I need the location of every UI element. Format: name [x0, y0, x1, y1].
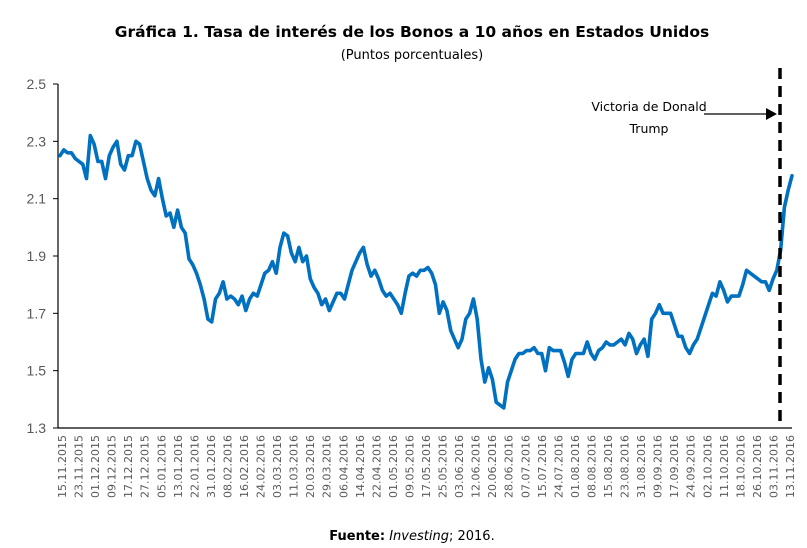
source-rest: ; 2016. — [449, 529, 495, 544]
x-tick-label: 03.06.2016 — [453, 435, 466, 498]
x-tick-label: 31.01.2016 — [205, 435, 218, 498]
chart-title: Gráfica 1. Tasa de interés de los Bonos … — [115, 23, 709, 41]
source-name: Investing — [389, 529, 449, 544]
plot-area — [58, 133, 794, 410]
x-tick-label: 16.02.2016 — [238, 435, 251, 498]
x-tick-label: 31.08.2016 — [635, 435, 648, 498]
x-tick-label: 22.04.2016 — [370, 435, 383, 498]
x-tick-label: 24.02.2016 — [255, 435, 268, 498]
x-tick-label: 15.07.2016 — [536, 435, 549, 498]
x-tick-label: 06.04.2016 — [337, 435, 350, 498]
x-tick-label: 08.02.2016 — [221, 435, 234, 498]
x-tick-label: 22.01.2016 — [188, 435, 201, 498]
x-tick-label: 24.07.2016 — [552, 435, 565, 498]
x-tick-label: 23.11.2015 — [73, 435, 86, 498]
annotation-line-2: Trump — [629, 121, 669, 136]
x-tick-label: 09.05.2016 — [403, 435, 416, 498]
annotation-arrow-head-icon — [766, 108, 777, 120]
x-tick-label: 17.05.2016 — [420, 435, 433, 498]
x-tick-label: 17.09.2016 — [668, 435, 681, 498]
x-tick-label: 08.08.2016 — [585, 435, 598, 498]
x-tick-label: 01.12.2015 — [89, 435, 102, 498]
x-tick-label: 09.12.2015 — [106, 435, 119, 498]
x-axis: 15.11.2015 23.11.2015 01.12.2015 09.12.2015… — [56, 427, 797, 498]
x-tick-label: 24.09.2016 — [685, 435, 698, 498]
annotation-line-1: Victoria de Donald — [591, 99, 706, 114]
x-tick-label: 13.01.2016 — [172, 435, 185, 498]
x-tick-label: 09.09.2016 — [652, 435, 665, 498]
x-tick-label: 01.05.2016 — [387, 435, 400, 498]
source-note: Fuente: Investing; 2016. — [329, 529, 494, 544]
series-line — [58, 133, 794, 410]
x-tick-label: 28.06.2016 — [503, 435, 516, 498]
x-tick-label: 20.03.2016 — [304, 435, 317, 498]
x-tick-label: 29.03.2016 — [321, 435, 334, 498]
y-tick-label: 2.5 — [27, 76, 47, 92]
y-tick-label: 1.7 — [27, 305, 47, 321]
x-tick-label: 18.10.2016 — [734, 435, 747, 498]
chart-subtitle: (Puntos porcentuales) — [341, 48, 484, 63]
x-tick-label: 11.10.2016 — [718, 435, 731, 498]
x-tick-label: 01.08.2016 — [569, 435, 582, 498]
y-axis: 1.3 1.5 1.7 1.9 2.1 2.3 2.5 — [27, 76, 59, 436]
x-tick-label: 11.03.2016 — [288, 435, 301, 498]
x-tick-label: 26.10.2016 — [751, 435, 764, 498]
source-label: Fuente: — [329, 529, 385, 544]
x-tick-label: 23.08.2016 — [619, 435, 632, 498]
x-tick-label: 03.11.2016 — [767, 435, 780, 498]
x-tick-label: 02.10.2016 — [701, 435, 714, 498]
x-tick-label: 20.06.2016 — [486, 435, 499, 498]
x-tick-label: 13.11.2016 — [784, 435, 797, 498]
x-tick-label: 03.03.2016 — [271, 435, 284, 498]
y-tick-label: 1.5 — [27, 363, 47, 379]
annotation: Victoria de Donald Trump — [591, 68, 782, 428]
x-tick-label: 14.04.2016 — [354, 435, 367, 498]
y-tick-label: 2.1 — [27, 191, 47, 207]
x-tick-label: 15.08.2016 — [602, 435, 615, 498]
x-tick-label: 27.12.2015 — [139, 435, 152, 498]
x-tick-label: 15.11.2015 — [56, 435, 69, 498]
x-tick-label: 12.06.2016 — [470, 435, 483, 498]
y-tick-label: 2.3 — [27, 133, 47, 149]
y-tick-label: 1.9 — [27, 248, 47, 264]
y-tick-label: 1.3 — [27, 420, 47, 436]
x-tick-label: 05.01.2016 — [155, 435, 168, 498]
x-tick-label: 25.05.2016 — [437, 435, 450, 498]
x-tick-label: 17.12.2015 — [122, 435, 135, 498]
x-tick-label: 07.07.2016 — [519, 435, 532, 498]
